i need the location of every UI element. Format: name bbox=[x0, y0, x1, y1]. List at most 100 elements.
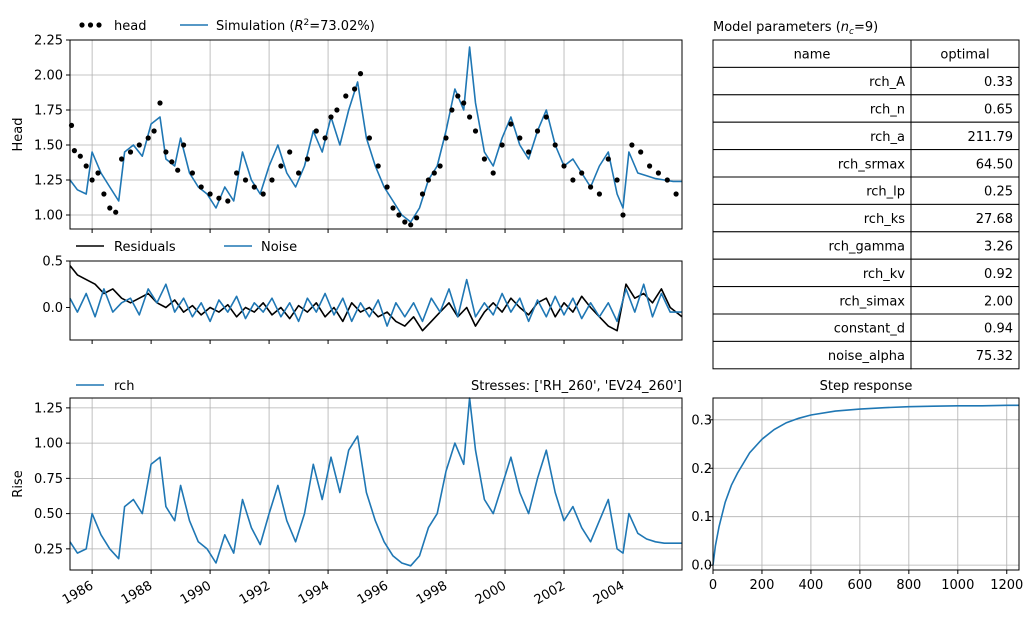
rch-xtick-label-1998: 1998 bbox=[414, 578, 450, 608]
table-cell bbox=[910, 66, 1020, 96]
head-observation-point bbox=[455, 93, 461, 99]
head-observation-point bbox=[443, 135, 449, 141]
table-cell bbox=[910, 203, 1020, 233]
head-observation-point bbox=[95, 170, 101, 176]
head-panel: 1.00 1.25 1.50 1.75 2.00 2.25 Head head Simulati… bbox=[11, 18, 683, 233]
step-ytick-label-0.1: 0.1 bbox=[691, 510, 712, 525]
simulation-line bbox=[69, 46, 682, 223]
head-observation-point bbox=[234, 170, 240, 176]
head-ytick-label-4: 2.00 bbox=[34, 69, 63, 84]
table-param-name: rch_lp bbox=[866, 185, 905, 200]
head-observation-point bbox=[322, 135, 328, 141]
head-observation-point bbox=[449, 107, 455, 113]
head-observation-point bbox=[145, 135, 151, 141]
head-observation-point bbox=[189, 170, 195, 176]
rch-ytick-label-0: 0.25 bbox=[34, 542, 63, 557]
table-cell bbox=[910, 258, 1020, 288]
head-ytick-label-5: 2.25 bbox=[34, 34, 63, 49]
table-cell bbox=[712, 176, 912, 205]
head-observation-point bbox=[647, 163, 653, 169]
head-observation-point bbox=[352, 86, 358, 92]
head-observation-point bbox=[366, 135, 372, 141]
table-header-optimal: optimal bbox=[940, 48, 989, 63]
table-param-value: 0.65 bbox=[984, 103, 1013, 118]
table-param-value: 27.68 bbox=[976, 212, 1013, 227]
rch-xtick-label-2004: 2004 bbox=[591, 578, 627, 608]
head-observation-point bbox=[198, 184, 204, 190]
step-xtick-label-800: 800 bbox=[896, 578, 921, 593]
table-param-value: 0.33 bbox=[984, 75, 1013, 90]
head-observation-point bbox=[570, 177, 576, 183]
head-observation-point bbox=[390, 205, 396, 211]
head-observation-point bbox=[402, 219, 408, 225]
step-response-line bbox=[712, 404, 1019, 566]
rch-stresses-title: Stresses: ['RH_260', 'EV24_260'] bbox=[471, 379, 682, 394]
head-observation-point bbox=[664, 177, 670, 183]
head-observation-point bbox=[534, 128, 541, 134]
table-param-value: 211.79 bbox=[968, 130, 1014, 145]
rch-ytick-label-4: 1.25 bbox=[34, 401, 63, 416]
step-response-title: Step response bbox=[820, 379, 913, 394]
head-observation-point bbox=[313, 128, 319, 134]
head-observation-point bbox=[107, 205, 113, 211]
table-cell bbox=[910, 94, 1020, 123]
head-observation-point bbox=[419, 191, 426, 197]
step-ytick-label-0.0: 0.0 bbox=[691, 559, 712, 574]
residuals-ytick-label-1: 0.5 bbox=[42, 255, 63, 270]
rch-xtick-label-1994: 1994 bbox=[296, 578, 332, 608]
legend-head-marker bbox=[79, 22, 85, 28]
table-header-name: name bbox=[794, 48, 831, 63]
table-cell bbox=[712, 313, 912, 342]
head-observation-point bbox=[561, 163, 567, 169]
head-ytick-label-2: 1.50 bbox=[34, 139, 63, 154]
head-observation-point bbox=[526, 149, 532, 155]
rch-ytick-label-3: 1.00 bbox=[34, 437, 63, 452]
residuals-panel: 0.0 0.5 Residuals Noise bbox=[42, 240, 683, 344]
head-observation-point bbox=[655, 170, 662, 176]
step-xtick-label-0: 0 bbox=[709, 578, 717, 593]
head-ytick-label-3: 1.75 bbox=[34, 104, 63, 119]
head-observation-point bbox=[543, 114, 549, 120]
table-cell bbox=[910, 286, 1020, 315]
rch-xtick-label-1996: 1996 bbox=[355, 578, 391, 608]
table-param-value: 0.92 bbox=[984, 267, 1013, 282]
model-parameters-table: Model parameters (nc=9) name optimal rch_A 0… bbox=[712, 20, 1020, 370]
noise-line bbox=[69, 278, 682, 327]
table-param-name: rch_gamma bbox=[829, 240, 905, 255]
head-observation-point bbox=[216, 195, 222, 201]
head-observation-point bbox=[431, 170, 437, 176]
rch-panel: 0.25 0.50 0.75 1.00 1.25 1986 1988 1990 1992 1994… bbox=[11, 379, 683, 608]
head-observation-point bbox=[638, 149, 644, 155]
head-observation-point bbox=[461, 100, 467, 106]
legend-residuals-label: Residuals bbox=[114, 240, 176, 255]
table-param-value: 0.94 bbox=[984, 322, 1013, 337]
table-param-name: rch_a bbox=[870, 130, 905, 145]
head-observation-point bbox=[157, 100, 163, 106]
residuals-ytick-label-0: 0.0 bbox=[42, 301, 63, 316]
head-frame bbox=[69, 39, 683, 230]
residuals-frame bbox=[69, 260, 683, 341]
rch-line bbox=[69, 397, 682, 567]
head-observation-point bbox=[260, 191, 266, 197]
rch-xtick-label-1990: 1990 bbox=[178, 578, 214, 608]
head-observation-point bbox=[375, 163, 381, 169]
table-cell bbox=[910, 340, 1020, 370]
rch-y-axis-label: Rise bbox=[11, 470, 26, 497]
head-observation-point bbox=[437, 163, 443, 169]
table-param-value: 64.50 bbox=[976, 157, 1013, 172]
rch-xtick-label-2002: 2002 bbox=[532, 578, 568, 608]
step-xtick-label-1200: 1200 bbox=[990, 578, 1023, 593]
table-header-cell bbox=[712, 39, 912, 68]
step-xtick-label-200: 200 bbox=[750, 578, 775, 593]
table-cell bbox=[712, 231, 912, 260]
table-cell bbox=[712, 340, 912, 370]
head-observation-point bbox=[136, 142, 142, 148]
head-observation-point bbox=[467, 114, 473, 120]
head-observation-point bbox=[425, 177, 431, 183]
head-observation-point bbox=[629, 142, 635, 148]
step-xtick-label-600: 600 bbox=[847, 578, 872, 593]
head-observation-point bbox=[620, 212, 626, 218]
head-observation-point bbox=[169, 159, 175, 165]
head-observation-point bbox=[151, 128, 157, 134]
legend-noise-label: Noise bbox=[261, 240, 297, 255]
